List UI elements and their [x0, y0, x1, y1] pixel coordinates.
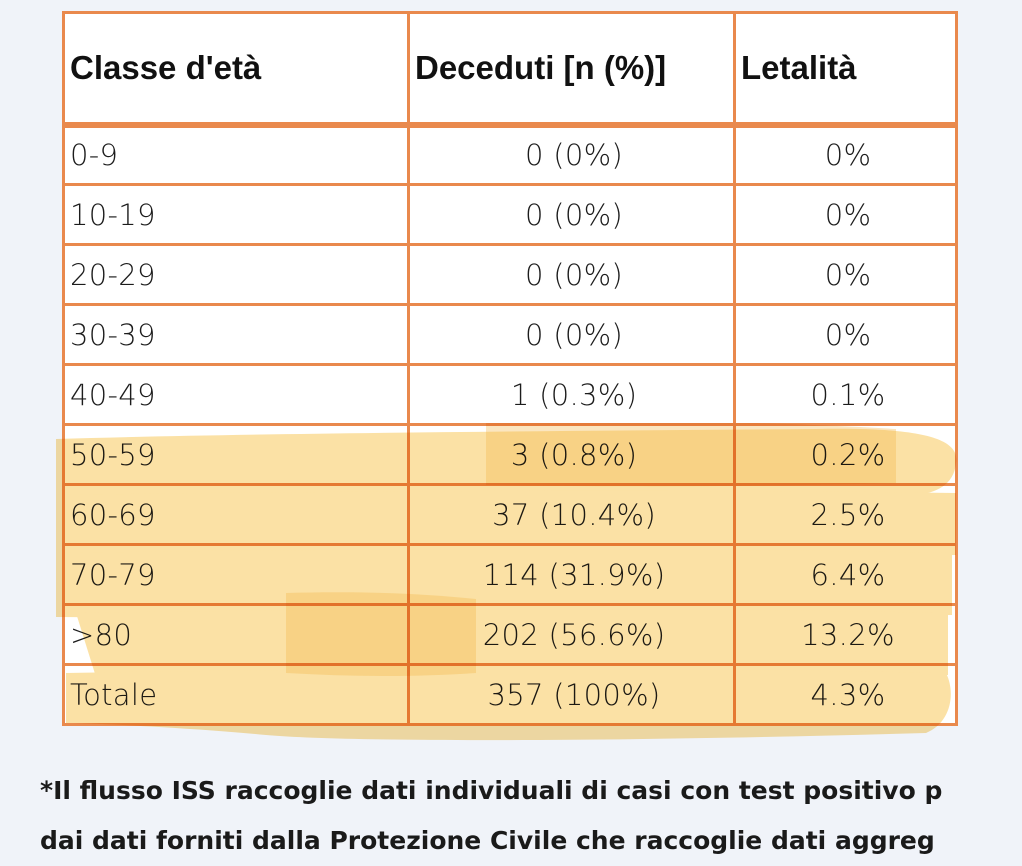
table-row: 40-49 1 (0.3%) 0.1%	[62, 363, 958, 426]
cell-deaths: 0 (0%)	[407, 123, 736, 186]
cell-lethality: 4.3%	[733, 663, 958, 726]
mortality-by-age-table: Classe d'età Deceduti [n (%)] Letalità 0…	[62, 11, 958, 726]
cell-lethality: 2.5%	[733, 483, 958, 546]
table-row: 70-79 114 (31.9%) 6.4%	[62, 543, 958, 606]
cell-lethality: 0.1%	[733, 363, 958, 426]
table-row: 60-69 37 (10.4%) 2.5%	[62, 483, 958, 546]
cell-age-class: 50-59	[62, 423, 410, 486]
mortality-table-container: Classe d'età Deceduti [n (%)] Letalità 0…	[56, 11, 958, 741]
cell-lethality: 0.2%	[733, 423, 958, 486]
table-row-total: Totale 357 (100%) 4.3%	[62, 663, 958, 726]
cell-deaths: 3 (0.8%)	[407, 423, 736, 486]
table-row: 30-39 0 (0%) 0%	[62, 303, 958, 366]
cell-lethality: 13.2%	[733, 603, 958, 666]
cell-age-class: 60-69	[62, 483, 410, 546]
cell-deaths: 0 (0%)	[407, 243, 736, 306]
cell-age-class: >80	[62, 603, 410, 666]
cell-lethality: 0%	[733, 183, 958, 246]
cell-deaths: 1 (0.3%)	[407, 363, 736, 426]
cell-lethality: 0%	[733, 243, 958, 306]
cell-age-class: 70-79	[62, 543, 410, 606]
cell-age-class: 30-39	[62, 303, 410, 366]
footnote-line: dai dati forniti dalla Protezione Civile…	[40, 826, 935, 855]
cell-deaths: 357 (100%)	[407, 663, 736, 726]
table-header-row: Classe d'età Deceduti [n (%)] Letalità	[62, 11, 958, 128]
table-row: 50-59 3 (0.8%) 0.2%	[62, 423, 958, 486]
table-row: 10-19 0 (0%) 0%	[62, 183, 958, 246]
cell-age-class: Totale	[62, 663, 410, 726]
cell-age-class: 40-49	[62, 363, 410, 426]
cell-deaths: 114 (31.9%)	[407, 543, 736, 606]
footnote: *Il flusso ISS raccoglie dati individual…	[40, 766, 1022, 866]
header-age-class: Classe d'età	[62, 11, 410, 128]
table-row: 0-9 0 (0%) 0%	[62, 123, 958, 186]
cell-lethality: 6.4%	[733, 543, 958, 606]
header-lethality: Letalità	[733, 11, 958, 128]
cell-lethality: 0%	[733, 123, 958, 186]
cell-age-class: 10-19	[62, 183, 410, 246]
cell-age-class: 20-29	[62, 243, 410, 306]
cell-age-class: 0-9	[62, 123, 410, 186]
cell-deaths: 0 (0%)	[407, 183, 736, 246]
cell-deaths: 37 (10.4%)	[407, 483, 736, 546]
cell-deaths: 0 (0%)	[407, 303, 736, 366]
footnote-line: *Il flusso ISS raccoglie dati individual…	[40, 776, 943, 805]
table-row: >80 202 (56.6%) 13.2%	[62, 603, 958, 666]
cell-lethality: 0%	[733, 303, 958, 366]
table-row: 20-29 0 (0%) 0%	[62, 243, 958, 306]
cell-deaths: 202 (56.6%)	[407, 603, 736, 666]
header-deaths: Deceduti [n (%)]	[407, 11, 736, 128]
